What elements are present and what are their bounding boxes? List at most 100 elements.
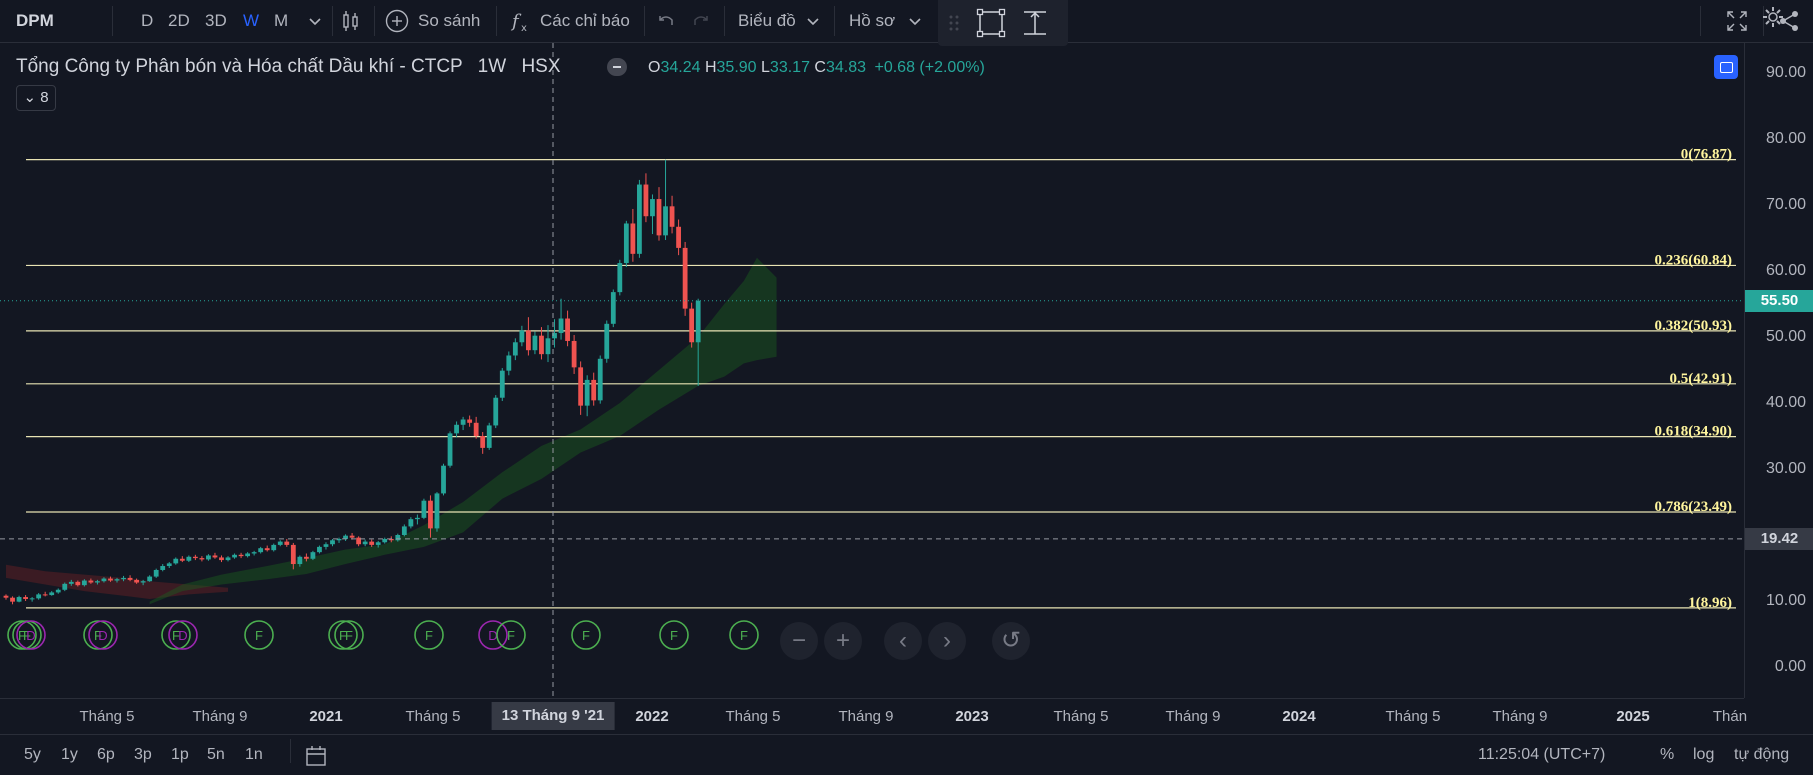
drag-handle-icon[interactable] bbox=[942, 10, 968, 36]
interval-3d-button[interactable]: 3D bbox=[205, 11, 227, 30]
candle-body bbox=[388, 538, 394, 541]
candle-body bbox=[160, 566, 166, 570]
price-chart[interactable]: 0(76.87) 0.236(60.84) 0.382(50.93) 0.5(42.9… bbox=[0, 43, 1744, 698]
close-label: C bbox=[814, 59, 826, 76]
hide-series-icon[interactable] bbox=[607, 58, 627, 76]
event-marker[interactable] bbox=[83, 620, 113, 650]
event-marker[interactable] bbox=[161, 620, 191, 650]
time-axis[interactable]: Tháng 5 Tháng 9 2021 Tháng 5 2022 Tháng 5 Thán… bbox=[0, 7, 1783, 735]
time-tick: Tháng 9 bbox=[192, 708, 248, 725]
profile-menu-button[interactable]: Hồ sơ bbox=[849, 11, 896, 30]
undo-icon[interactable] bbox=[653, 8, 679, 34]
chart-legend: Tổng Công ty Phân bón và Hóa chất Dầu kh… bbox=[16, 54, 561, 80]
candle-body bbox=[597, 358, 603, 401]
price-range-icon[interactable] bbox=[1020, 8, 1046, 35]
range-6p-button[interactable]: 6p bbox=[97, 746, 115, 763]
event-marker[interactable] bbox=[7, 620, 37, 650]
candle-body bbox=[558, 318, 564, 334]
event-marker[interactable] bbox=[88, 620, 118, 650]
range-1p-button[interactable]: 1p bbox=[171, 746, 189, 763]
candle-body bbox=[539, 335, 544, 355]
chevron-down-icon[interactable] bbox=[800, 8, 826, 34]
candle-body bbox=[695, 300, 701, 343]
candle-body bbox=[42, 594, 48, 596]
candle-body bbox=[512, 342, 518, 356]
candle-body bbox=[637, 184, 642, 254]
auto-scale-button[interactable]: tự động bbox=[1734, 746, 1790, 763]
candle-body bbox=[480, 436, 486, 448]
event-marker[interactable] bbox=[328, 620, 358, 650]
event-marker[interactable] bbox=[571, 620, 601, 650]
scroll-left-button[interactable]: ‹ bbox=[884, 622, 922, 660]
candle-body bbox=[166, 563, 172, 567]
candle-body bbox=[604, 323, 610, 359]
event-marker[interactable] bbox=[334, 620, 364, 650]
plus-circle-icon[interactable] bbox=[384, 8, 410, 34]
candle-body bbox=[290, 544, 296, 565]
candle-body bbox=[375, 542, 381, 545]
close-value: 34.83 bbox=[825, 59, 867, 76]
fib-level-label: 0.5(42.91) bbox=[1670, 371, 1733, 387]
event-marker-label: F bbox=[339, 628, 347, 643]
candle-body bbox=[519, 330, 525, 343]
settings-gear-icon[interactable] bbox=[1760, 4, 1786, 30]
candle-body bbox=[369, 541, 375, 545]
interval-d-button[interactable]: D bbox=[141, 11, 154, 30]
scroll-right-button[interactable]: › bbox=[928, 622, 966, 660]
event-marker[interactable] bbox=[16, 620, 46, 650]
event-marker[interactable] bbox=[729, 620, 759, 650]
interval-m-button[interactable]: M bbox=[274, 11, 289, 30]
clock-time[interactable]: 11:25:04 (UTC+7) bbox=[1478, 746, 1606, 763]
calendar-icon[interactable] bbox=[303, 743, 329, 769]
candle-body bbox=[108, 578, 113, 581]
price-axis[interactable]: 90.0080.0070.0060.0050.0040.0030.0020.00… bbox=[1744, 43, 1813, 698]
chevron-down-icon[interactable] bbox=[902, 8, 928, 34]
zoom-out-button[interactable]: − bbox=[780, 622, 818, 660]
redo-icon[interactable] bbox=[688, 8, 714, 34]
chart-menu-button[interactable]: Biểu đồ bbox=[738, 11, 796, 30]
cloud-bullish bbox=[149, 257, 777, 605]
candle-body bbox=[127, 577, 133, 580]
event-marker[interactable] bbox=[496, 620, 526, 650]
interval-2d-button[interactable]: 2D bbox=[168, 11, 190, 30]
reset-chart-button[interactable]: ↺ bbox=[992, 622, 1030, 660]
log-scale-button[interactable]: log bbox=[1693, 746, 1715, 763]
percent-scale-button[interactable]: % bbox=[1660, 746, 1675, 763]
interval-w-button[interactable]: W bbox=[243, 11, 260, 30]
share-icon[interactable] bbox=[1776, 8, 1802, 34]
candle-body bbox=[591, 379, 597, 401]
indicator-count: 8 bbox=[40, 89, 49, 106]
compare-button[interactable]: So sánh bbox=[418, 11, 481, 30]
symbol-search-button[interactable]: DPM bbox=[16, 11, 54, 30]
range-5n-button[interactable]: 5n bbox=[207, 746, 225, 763]
candlestick-chart-type-icon[interactable] bbox=[338, 8, 364, 34]
event-marker[interactable] bbox=[478, 620, 508, 650]
chevron-down-icon[interactable] bbox=[302, 8, 328, 34]
range-1n-button[interactable]: 1n bbox=[245, 746, 263, 763]
candle-body bbox=[297, 556, 303, 565]
event-marker[interactable] bbox=[168, 620, 198, 650]
indicators-collapse-button[interactable]: ⌄ 8 bbox=[16, 85, 56, 111]
zoom-in-button[interactable]: + bbox=[824, 622, 862, 660]
fibonacci-retracement[interactable]: 0(76.87) 0.236(60.84) 0.382(50.93) 0.5(42.9… bbox=[26, 147, 1736, 611]
price-tick: 80.00 bbox=[1765, 130, 1806, 147]
candle-body bbox=[173, 558, 179, 564]
event-marker[interactable] bbox=[414, 620, 444, 650]
range-1y-button[interactable]: 1y bbox=[61, 746, 78, 763]
event-marker[interactable] bbox=[659, 620, 689, 650]
fullscreen-icon[interactable] bbox=[1724, 8, 1750, 34]
event-markers[interactable]: FFD FD FD F FF F D F F F F bbox=[7, 620, 759, 650]
range-5y-button[interactable]: 5y bbox=[24, 746, 41, 763]
indicators-button[interactable]: Các chỉ báo bbox=[540, 11, 630, 30]
toolbar-divider bbox=[724, 6, 725, 36]
price-tick: 50.00 bbox=[1765, 328, 1806, 345]
time-tick: Tháng 5 bbox=[79, 708, 135, 725]
event-marker-label: F bbox=[94, 628, 102, 643]
candle-body bbox=[414, 517, 420, 520]
range-3p-button[interactable]: 3p bbox=[134, 746, 152, 763]
rectangle-select-icon[interactable] bbox=[976, 8, 1006, 38]
event-marker[interactable] bbox=[244, 620, 274, 650]
object-tree-toggle-icon[interactable] bbox=[1714, 55, 1738, 79]
candle-body bbox=[140, 581, 146, 583]
